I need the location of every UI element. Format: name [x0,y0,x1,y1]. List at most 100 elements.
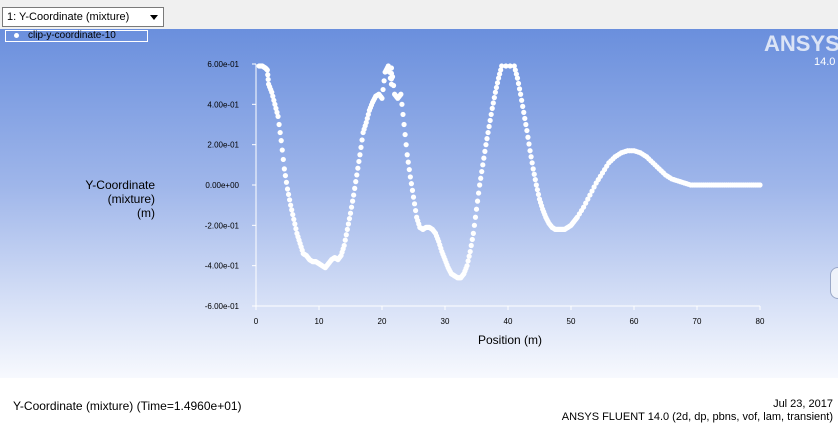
data-point [277,129,283,136]
x-tick-label: 60 [630,317,639,326]
data-point [293,226,299,232]
data-point [342,237,348,243]
display-selector-dropdown[interactable]: 1: Y-Coordinate (mixture) [2,7,164,27]
data-point [410,194,417,200]
data-point [528,154,534,160]
data-point [535,191,542,198]
plot-ticks: 6.00e-01 4.00e-01 2.00e-01 0.00e+00 -2.00e-0… [205,60,765,326]
data-point [343,232,349,238]
data-point [519,97,525,103]
data-point [465,258,471,264]
data-point [495,75,502,81]
data-point [390,82,397,89]
data-point [531,171,537,177]
data-point [490,100,496,106]
data-point [467,248,473,255]
data-point [363,119,369,126]
x-tick-label: 10 [315,317,324,326]
x-tick-label: 30 [441,317,450,326]
data-point [357,152,363,158]
data-point [484,136,490,142]
x-tick-label: 40 [504,317,513,326]
data-point [291,216,297,222]
data-point [364,115,370,122]
data-point [413,207,419,214]
data-point [503,63,509,69]
data-point [380,86,386,93]
data-point [476,190,482,196]
data-point [352,185,358,191]
data-point [265,76,271,83]
data-point [351,192,357,198]
data-point [466,253,472,259]
toolbar: 1: Y-Coordinate (mixture) [0,0,838,30]
legend: clip-y-coordinate-10 [5,30,148,42]
y-axis-label-line-1: Y-Coordinate [85,178,155,192]
data-point [757,182,763,188]
data-point [514,75,521,81]
data-point [275,113,281,120]
data-point [499,63,505,69]
data-point [512,67,518,73]
data-point [288,202,294,208]
data-point [523,121,529,128]
data-point [498,67,504,73]
data-point [292,221,298,227]
data-point [408,181,414,187]
data-point [587,192,593,198]
data-point [518,91,524,97]
graphics-window[interactable]: clip-y-coordinate-10 ANSYS 14.0 6.00e-01… [0,29,838,378]
data-point [472,214,479,220]
data-point [365,111,371,118]
data-point [348,204,355,210]
data-point [464,263,470,269]
data-point [289,207,295,213]
data-point [471,222,477,228]
x-tick-label: 50 [567,317,576,326]
data-point [273,105,279,111]
data-point [404,152,410,158]
data-point [492,89,498,95]
data-point [411,201,418,207]
data-point [513,71,520,77]
data-point [494,80,501,86]
data-point [527,148,533,154]
data-point [532,177,538,183]
data-point [280,156,286,163]
data-point [283,179,290,185]
data-point [522,115,528,122]
xy-plot: 6.00e-01 4.00e-01 2.00e-01 0.00e+00 -2.00e-0… [205,60,765,326]
data-point [485,129,491,136]
data-point [278,138,284,144]
data-point [581,204,587,210]
data-point [493,84,500,91]
y-axis-label-line-3: (m) [137,206,155,220]
legend-marker-icon [14,33,19,38]
y-tick-label: 6.00e-01 [207,60,239,69]
data-point [270,93,276,99]
data-point [479,168,485,175]
chevron-down-icon[interactable] [150,15,158,20]
ansys-version: 14.0 [814,56,836,68]
data-point [347,210,354,216]
data-point [526,141,532,147]
data-point [341,242,347,249]
data-point [399,101,405,107]
data-point [478,175,484,181]
data-point [521,109,527,115]
data-point [274,109,280,115]
data-point [507,63,513,69]
data-point [591,184,597,190]
data-point [281,166,287,172]
data-point [389,74,396,80]
plot-caption: Y-Coordinate (mixture) (Time=1.4960e+01) [13,399,242,413]
data-point [398,91,404,97]
data-point [486,123,492,130]
data-point [480,162,486,168]
data-point [344,226,350,232]
data-point [359,137,365,143]
data-point [265,72,271,78]
y-tick-label: 0.00e+00 [205,181,239,190]
x-tick-label: 20 [378,317,387,326]
data-point [379,95,385,101]
